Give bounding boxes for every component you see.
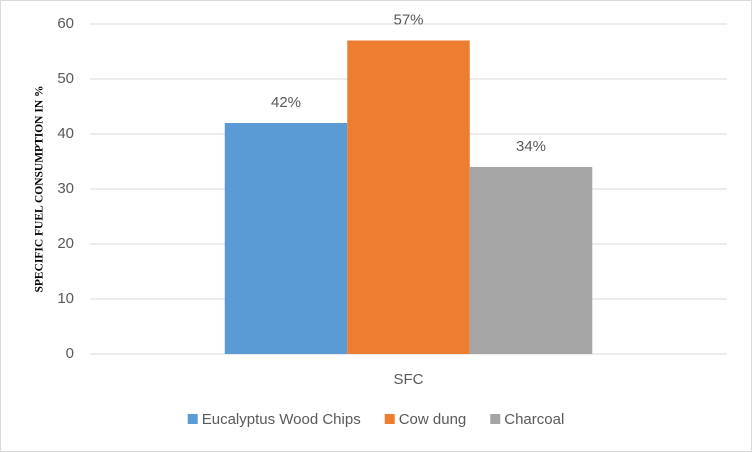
y-tick-label: 40 xyxy=(57,125,74,142)
legend-label: Cow dung xyxy=(399,411,467,428)
legend-swatch xyxy=(384,414,395,424)
x-tick-label: SFC xyxy=(394,371,424,388)
y-tick-label: 10 xyxy=(57,290,74,307)
value-label: 34% xyxy=(516,138,546,155)
y-tick-label: 60 xyxy=(57,15,74,32)
value-label: 42% xyxy=(271,94,301,111)
bar xyxy=(469,167,593,354)
y-tick-label: 50 xyxy=(57,70,74,87)
y-tick-label: 20 xyxy=(57,235,74,252)
legend-label: Charcoal xyxy=(504,411,564,428)
value-label: 57% xyxy=(393,11,423,28)
y-axis-label: SPECIFIC FUEL CONSUMPTION IN % xyxy=(34,85,46,292)
legend-swatch xyxy=(490,414,501,424)
legend-swatch xyxy=(187,414,198,424)
bar xyxy=(224,123,348,354)
y-tick-label: 30 xyxy=(57,180,74,197)
legend-label: Eucalyptus Wood Chips xyxy=(202,411,361,428)
y-tick-label: 0 xyxy=(66,345,74,362)
bar xyxy=(347,40,470,354)
